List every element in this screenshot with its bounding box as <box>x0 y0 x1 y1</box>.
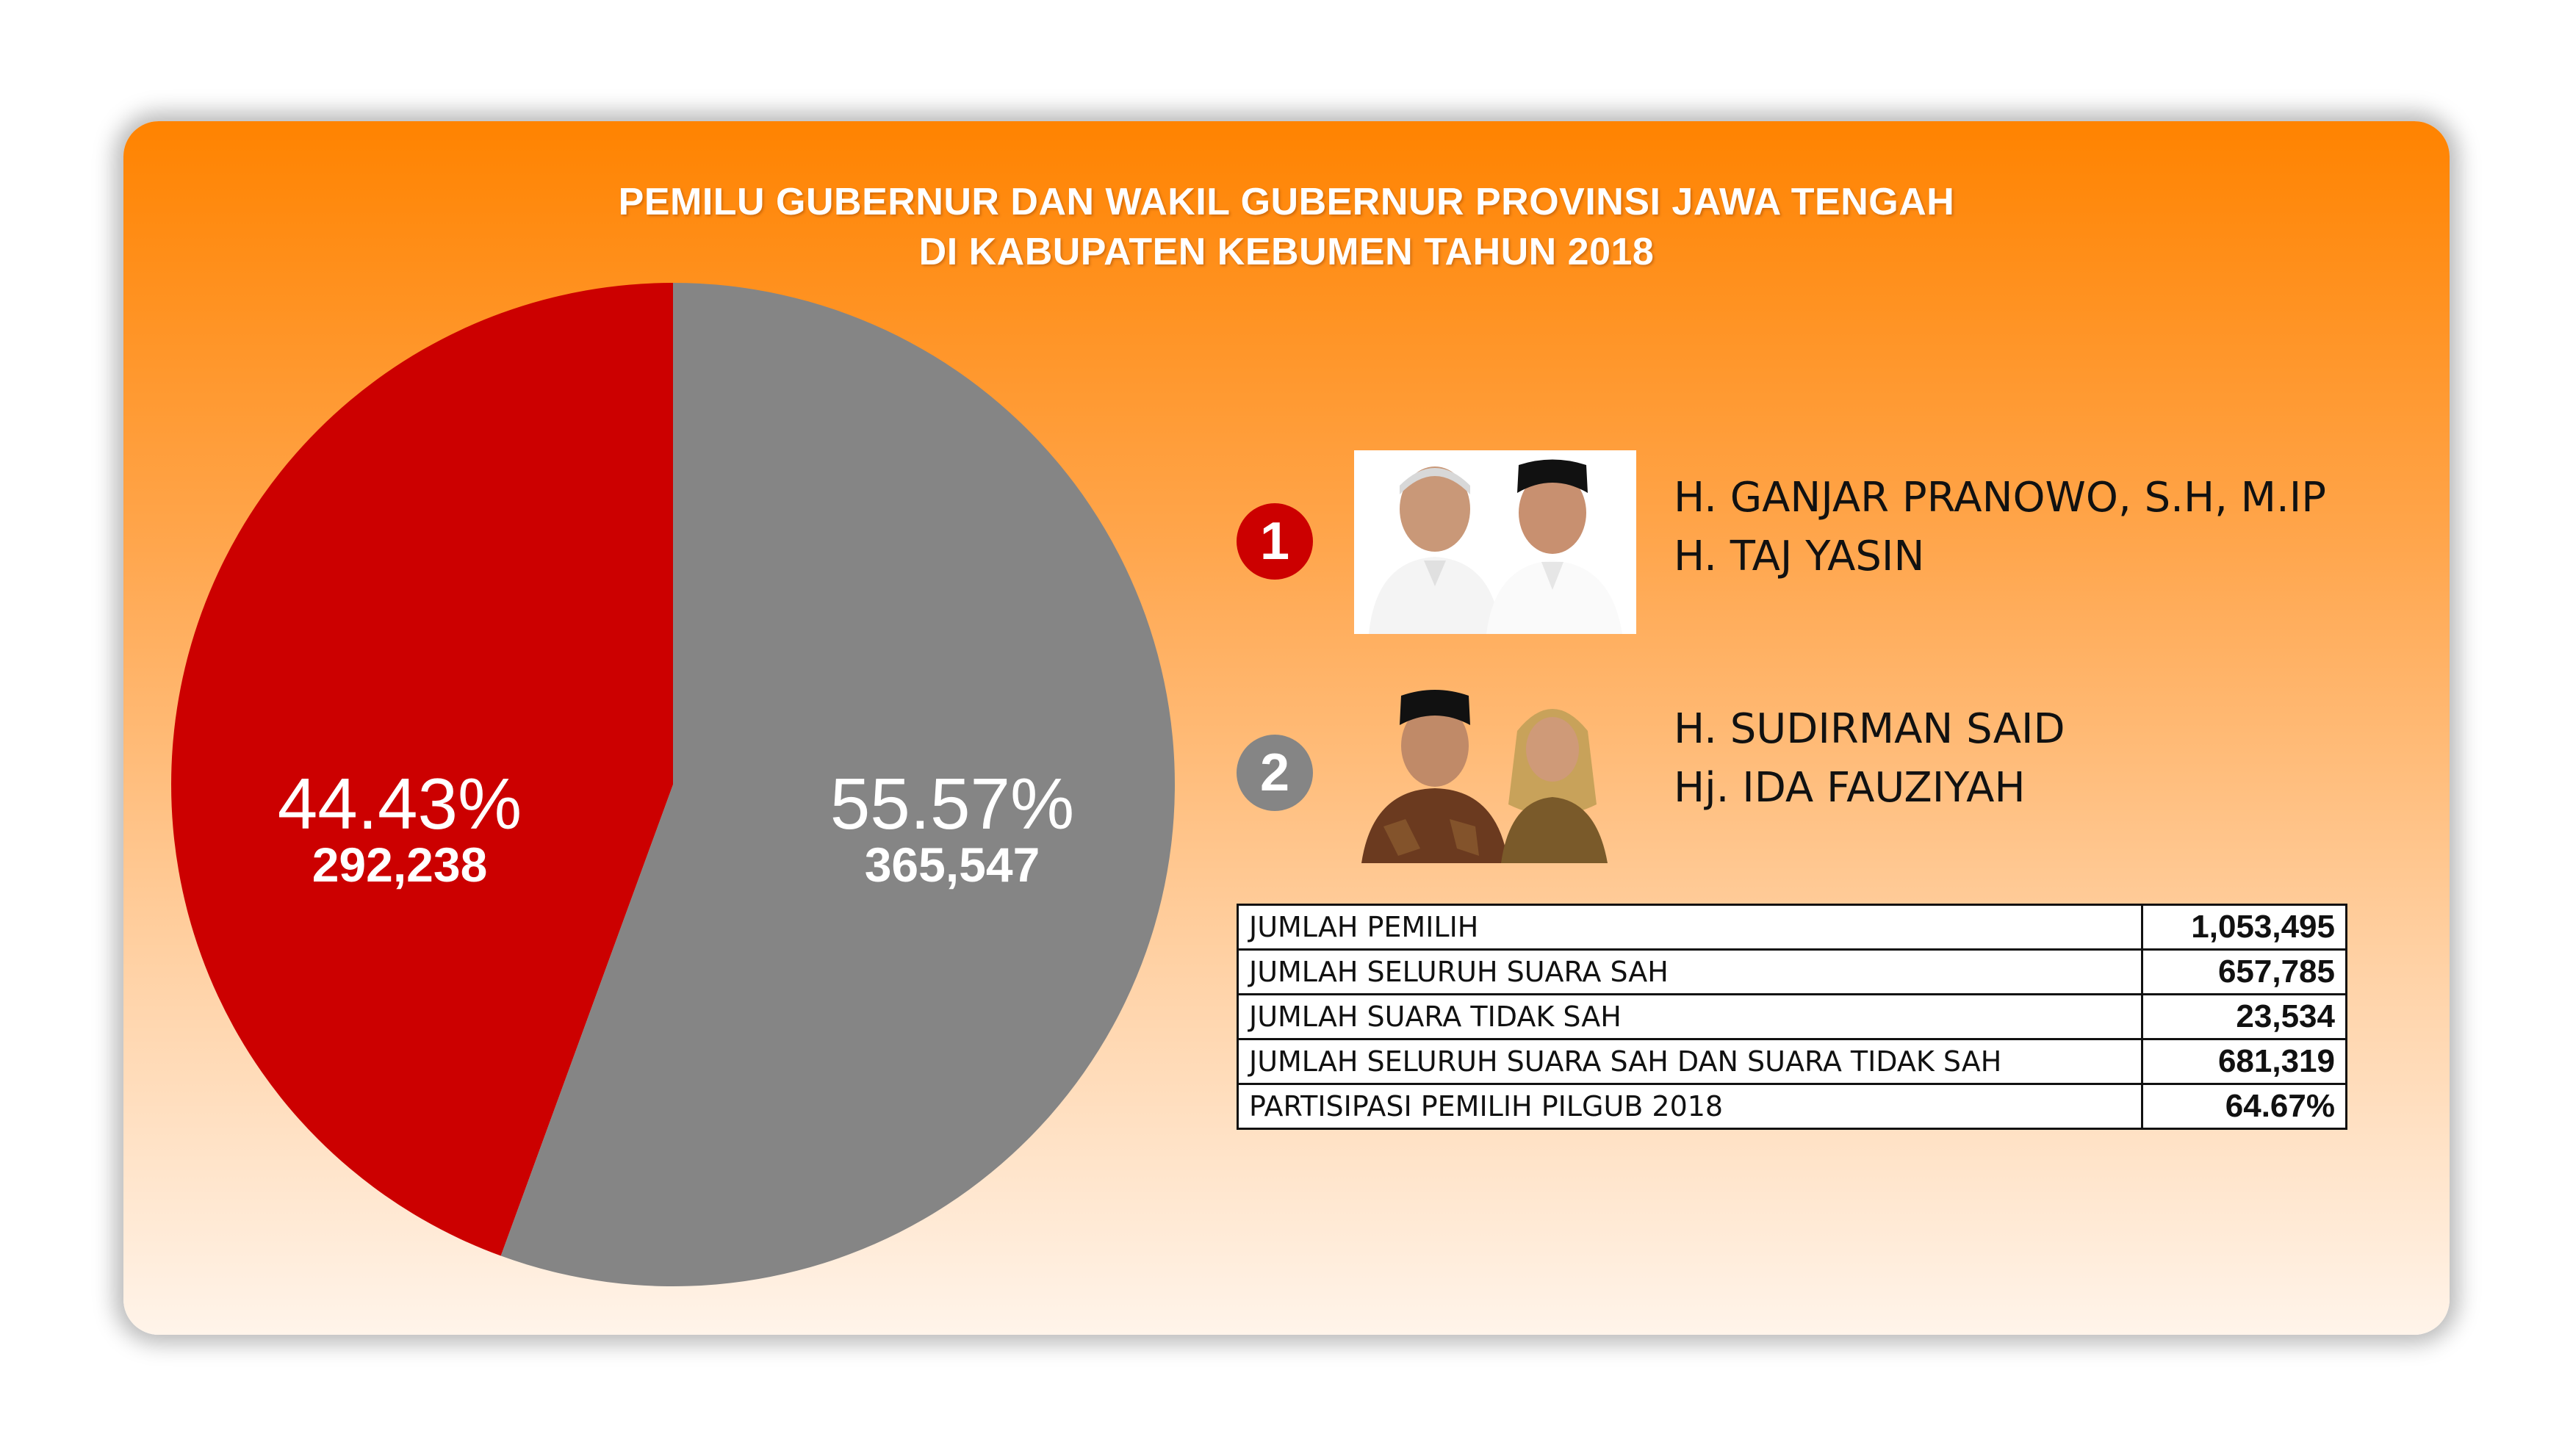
table-row: JUMLAH PEMILIH 1,053,495 <box>1237 904 2347 951</box>
stat-label: JUMLAH SELURUH SUARA SAH DAN SUARA TIDAK… <box>1237 1038 2143 1085</box>
stat-value: 64.67% <box>2141 1083 2347 1130</box>
candidate-2-name-2: Hj. IDA FAUZIYAH <box>1674 764 2026 812</box>
infographic-card: PEMILU GUBERNUR DAN WAKIL GUBERNUR PROVI… <box>123 121 2450 1335</box>
stat-label: PARTISIPASI PEMILIH PILGUB 2018 <box>1237 1083 2143 1130</box>
election-stats-table: JUMLAH PEMILIH 1,053,495 JUMLAH SELURUH … <box>1237 904 2347 1130</box>
chart-title-line-2: DI KABUPATEN KEBUMEN TAHUN 2018 <box>918 231 1655 273</box>
stat-value: 681,319 <box>2141 1038 2347 1085</box>
table-row: JUMLAH SELURUH SUARA SAH DAN SUARA TIDAK… <box>1237 1038 2347 1085</box>
pie-chart: 44.43%292,238 55.57%365,547 <box>171 283 1175 1286</box>
pie-percent-label-2: 55.57% <box>830 763 1074 844</box>
stat-label: JUMLAH PEMILIH <box>1237 904 2143 951</box>
stat-label: JUMLAH SUARA TIDAK SAH <box>1237 993 2143 1040</box>
candidate-2-number-badge: 2 <box>1237 735 1313 811</box>
candidate-2-pair-photo <box>1354 680 1636 863</box>
chart-title-line-1: PEMILU GUBERNUR DAN WAKIL GUBERNUR PROVI… <box>618 181 1955 223</box>
stat-label: JUMLAH SELURUH SUARA SAH <box>1237 948 2143 995</box>
pie-percent-label-1: 44.43% <box>278 763 522 844</box>
pie-votes-label-1: 292,238 <box>312 837 488 892</box>
table-row: JUMLAH SELURUH SUARA SAH 657,785 <box>1237 948 2347 995</box>
stat-value: 1,053,495 <box>2141 904 2347 951</box>
candidate-1-name-1: H. GANJAR PRANOWO, S.H, M.IP <box>1674 474 2327 522</box>
table-row: PARTISIPASI PEMILIH PILGUB 2018 64.67% <box>1237 1083 2347 1130</box>
stat-value: 657,785 <box>2141 948 2347 995</box>
candidate-1-pair-photo <box>1354 450 1636 634</box>
stat-value: 23,534 <box>2141 993 2347 1040</box>
table-row: JUMLAH SUARA TIDAK SAH 23,534 <box>1237 993 2347 1040</box>
candidate-1-number-badge: 1 <box>1237 503 1313 580</box>
pie-slice-2 <box>500 283 1175 1286</box>
pie-votes-label-2: 365,547 <box>865 837 1040 892</box>
candidate-1-name-2: H. TAJ YASIN <box>1674 533 1925 580</box>
pie-slice-1 <box>171 283 674 1256</box>
candidate-2-name-1: H. SUDIRMAN SAID <box>1674 705 2065 753</box>
